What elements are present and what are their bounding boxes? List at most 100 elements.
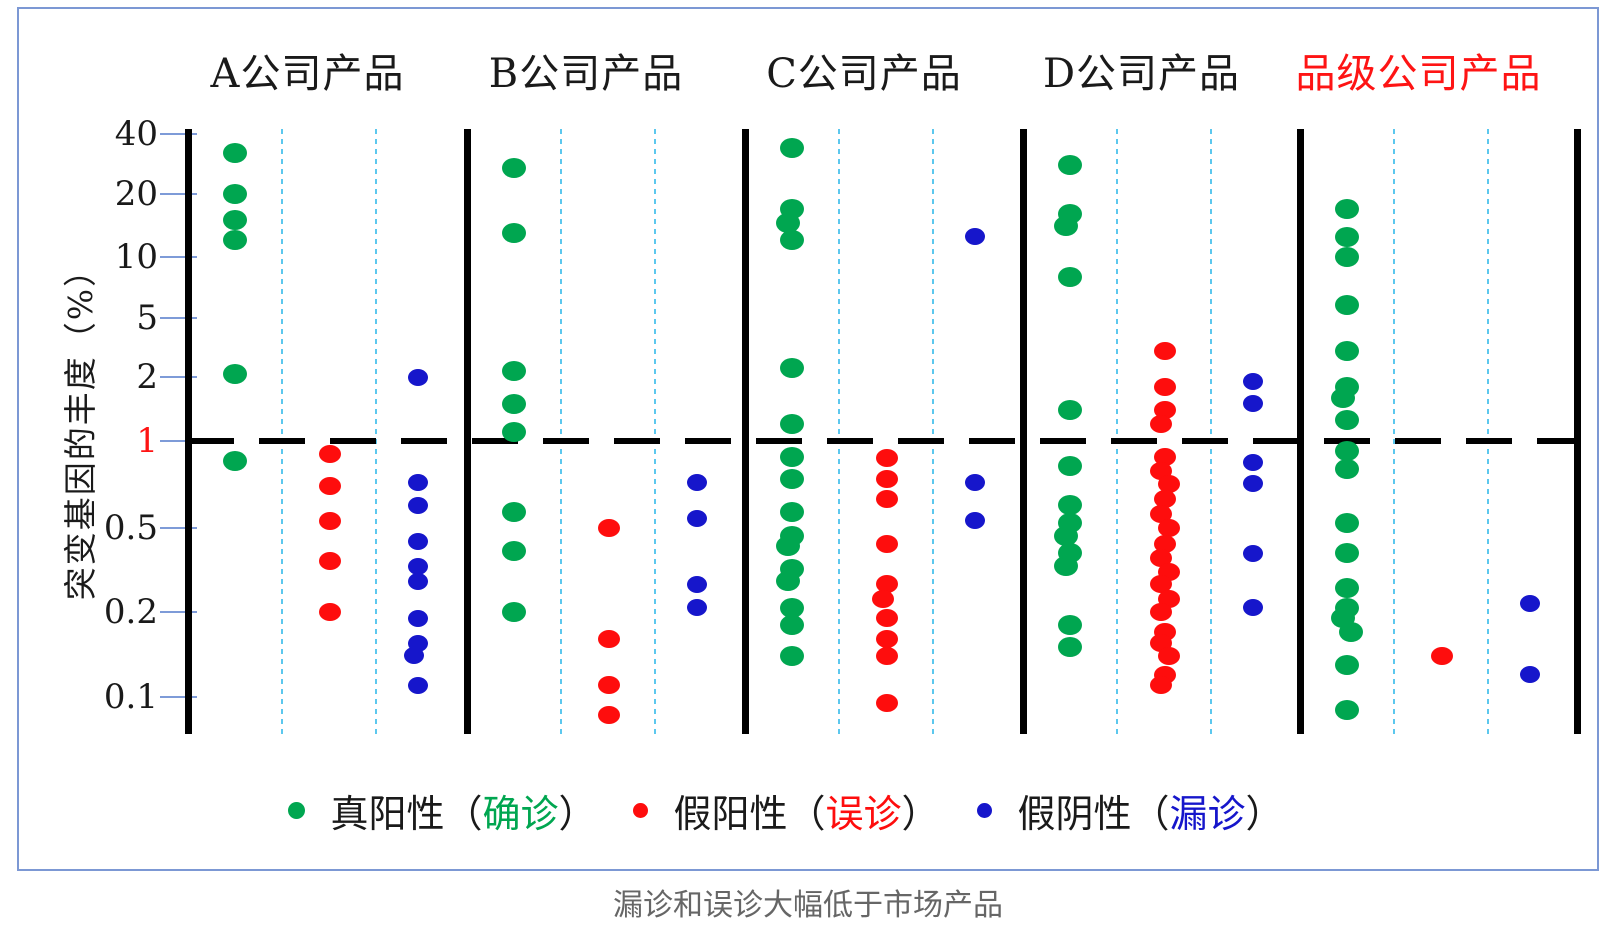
data-point-false-positive — [1431, 646, 1453, 665]
data-point-false-negative — [408, 676, 428, 694]
legend-label: 假阳性（ — [673, 791, 826, 836]
panel-gridline — [1487, 129, 1489, 734]
data-point-true-positive — [1058, 637, 1082, 658]
data-point-true-positive — [1335, 513, 1359, 534]
panel-gridline — [1393, 129, 1395, 734]
false-negative-marker-icon — [976, 802, 992, 818]
data-point-false-positive — [1150, 676, 1172, 695]
data-point-false-positive — [598, 519, 620, 537]
data-point-true-positive — [780, 138, 804, 159]
legend-label-close: ） — [558, 791, 597, 836]
data-point-false-negative — [1243, 395, 1263, 413]
y-tick-mark — [160, 193, 197, 195]
data-point-false-positive — [319, 511, 341, 530]
panel-gridline — [375, 129, 377, 734]
data-point-true-positive — [1335, 226, 1359, 247]
data-point-false-positive — [319, 551, 341, 570]
panel-divider — [1020, 129, 1027, 734]
panel-gridline — [654, 129, 656, 734]
data-point-true-positive — [776, 213, 800, 234]
data-point-true-positive — [1335, 410, 1359, 431]
data-point-false-negative — [687, 575, 707, 593]
legend-item-false-negative: 假阴性（ 漏诊） — [976, 787, 1284, 836]
data-point-true-positive — [1058, 154, 1082, 175]
data-point-true-positive — [1339, 621, 1363, 642]
data-point-false-positive — [1154, 448, 1176, 467]
chart-frame: A公司产品 B公司产品 C公司产品 D公司产品 品级公司产品 突变基因的丰度（%… — [17, 7, 1599, 871]
data-point-false-negative — [687, 509, 707, 527]
data-point-true-positive — [1335, 699, 1359, 720]
data-point-true-positive — [502, 223, 526, 244]
data-point-false-positive — [598, 630, 620, 649]
y-tick-label: 2 — [136, 357, 158, 397]
data-point-false-positive — [319, 476, 341, 495]
data-point-true-positive — [502, 540, 526, 561]
data-point-true-positive — [1058, 399, 1082, 420]
y-tick-mark — [160, 133, 197, 135]
legend-sublabel: 误诊 — [825, 791, 902, 836]
data-point-true-positive — [1335, 459, 1359, 479]
data-point-false-positive — [1150, 504, 1172, 523]
data-point-false-negative — [965, 473, 985, 491]
y-axis-line — [185, 129, 192, 734]
data-point-true-positive — [223, 143, 247, 164]
false-positive-marker-icon — [632, 802, 648, 818]
data-point-true-positive — [780, 597, 804, 618]
data-point-true-positive — [1054, 525, 1078, 546]
legend-label-close: ） — [901, 791, 940, 836]
y-tick-mark — [160, 376, 197, 378]
reference-line — [188, 438, 1577, 444]
data-point-true-positive — [1335, 247, 1359, 267]
data-point-false-negative — [965, 512, 985, 530]
data-point-false-positive — [1158, 519, 1180, 537]
data-point-false-positive — [876, 534, 898, 553]
panel-divider — [464, 129, 471, 734]
data-point-true-positive — [1058, 495, 1082, 516]
data-point-false-positive — [876, 646, 898, 665]
data-point-true-positive — [223, 210, 247, 231]
data-point-true-positive — [1054, 216, 1078, 237]
data-point-false-positive — [319, 603, 341, 621]
y-tick-mark — [160, 696, 197, 698]
data-point-true-positive — [502, 158, 526, 179]
data-point-false-negative — [408, 533, 428, 551]
data-point-false-positive — [1150, 415, 1172, 434]
data-point-false-negative — [408, 609, 428, 627]
data-point-true-positive — [780, 447, 804, 468]
data-point-true-positive — [1058, 266, 1082, 287]
y-tick-mark — [160, 317, 197, 319]
panel-gridline — [1116, 129, 1118, 734]
data-point-true-positive — [1335, 577, 1359, 598]
data-point-true-positive — [223, 363, 247, 384]
data-point-false-positive — [1154, 400, 1176, 419]
panel-title-a: A公司产品 — [210, 51, 405, 97]
data-point-true-positive — [780, 468, 804, 489]
data-point-false-positive — [1154, 377, 1176, 396]
legend-sublabel: 确诊 — [482, 791, 559, 836]
data-point-false-negative — [408, 557, 428, 575]
y-tick-label: 40 — [114, 114, 158, 154]
data-point-true-positive — [1335, 340, 1359, 361]
data-point-true-positive — [780, 501, 804, 522]
data-point-false-positive — [1154, 534, 1176, 553]
data-point-false-negative — [1243, 599, 1263, 617]
panel-title-premium: 品级公司产品 — [1295, 51, 1542, 97]
data-point-false-negative — [687, 599, 707, 617]
data-point-false-positive — [876, 575, 898, 594]
panel-title-c: C公司产品 — [766, 51, 962, 97]
data-point-true-positive — [223, 184, 247, 204]
data-point-true-positive — [502, 360, 526, 381]
y-tick-label: 0.5 — [103, 508, 158, 548]
data-point-true-positive — [1335, 654, 1359, 675]
panel-divider — [742, 129, 749, 734]
data-point-true-positive — [502, 422, 526, 443]
panel-title-b: B公司产品 — [488, 51, 684, 97]
data-point-true-positive — [780, 414, 804, 435]
data-point-true-positive — [780, 614, 804, 635]
data-point-true-positive — [223, 230, 247, 251]
data-point-true-positive — [1335, 441, 1359, 462]
data-point-false-positive — [876, 449, 898, 468]
data-point-false-positive — [876, 609, 898, 628]
data-point-false-positive — [876, 469, 898, 488]
